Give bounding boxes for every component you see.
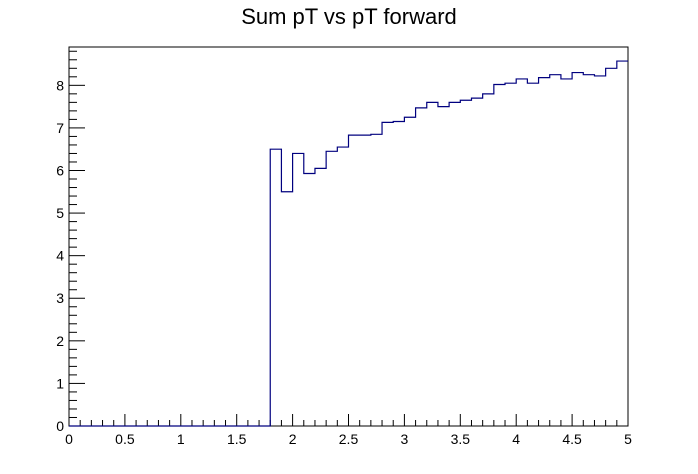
histogram-bin: [326, 151, 337, 426]
histogram-bin: [337, 147, 348, 426]
histogram-bin: [539, 78, 550, 426]
histogram-bin: [281, 192, 292, 426]
y-tick-label: 7: [56, 120, 64, 136]
y-tick-label: 5: [56, 205, 64, 221]
histogram-bin: [550, 75, 561, 426]
x-tick-label: 0: [65, 431, 73, 447]
histogram-bin: [438, 107, 449, 426]
x-tick-label: 0.5: [115, 431, 135, 447]
histogram-bin: [382, 122, 393, 426]
histogram-bin: [572, 73, 583, 426]
histogram-bin: [270, 149, 281, 426]
y-tick-label: 4: [56, 248, 64, 264]
histogram-bin: [471, 98, 482, 426]
histogram-series: [69, 60, 628, 427]
x-tick-label: 4.5: [562, 431, 582, 447]
x-axis: 0 0.5 1 1.5 2 2.5 3 3.5 4 4.5 5: [65, 414, 632, 447]
histogram-bin: [516, 79, 527, 426]
histogram-bin: [293, 153, 304, 426]
histogram-bin: [460, 100, 471, 426]
y-tick-label: 0: [56, 418, 64, 434]
chart-title: Sum pT vs pT forward: [241, 4, 457, 29]
plot-frame: [68, 46, 629, 427]
x-tick-label: 3: [401, 431, 409, 447]
histogram-bin: [494, 84, 505, 426]
y-tick-label: 6: [56, 162, 64, 178]
histogram-outline: [69, 60, 628, 427]
histogram-bin: [606, 68, 617, 426]
histogram-bin: [583, 75, 594, 426]
histogram-bin: [416, 108, 427, 426]
x-tick-label: 2: [289, 431, 297, 447]
x-tick-label: 1.5: [227, 431, 247, 447]
histogram-bin: [304, 173, 315, 426]
histogram-bin: [617, 61, 628, 426]
histogram-bin: [561, 79, 572, 426]
y-tick-label: 1: [56, 375, 64, 391]
y-tick-label: 3: [56, 290, 64, 306]
histogram-bin: [427, 102, 438, 426]
x-tick-label: 1: [177, 431, 185, 447]
x-tick-label: 3.5: [451, 431, 471, 447]
x-tick-label: 4: [512, 431, 520, 447]
histogram-bin: [527, 83, 538, 426]
histogram-bin: [505, 83, 516, 426]
histogram-bin: [393, 122, 404, 426]
histogram-bin: [449, 102, 460, 426]
histogram-bin: [360, 135, 371, 426]
histogram-bin: [483, 94, 494, 426]
y-axis: 0 1 2 3 4 5 6 7 8: [56, 50, 85, 434]
histogram-bin: [404, 117, 415, 426]
histogram-bin: [594, 76, 605, 426]
y-tick-label: 2: [56, 333, 64, 349]
histogram-bin: [349, 135, 360, 426]
y-tick-label: 8: [56, 77, 64, 93]
x-tick-label: 5: [624, 431, 632, 447]
x-tick-label: 2.5: [339, 431, 359, 447]
histogram-bin: [371, 134, 382, 426]
histogram-bin: [315, 168, 326, 426]
